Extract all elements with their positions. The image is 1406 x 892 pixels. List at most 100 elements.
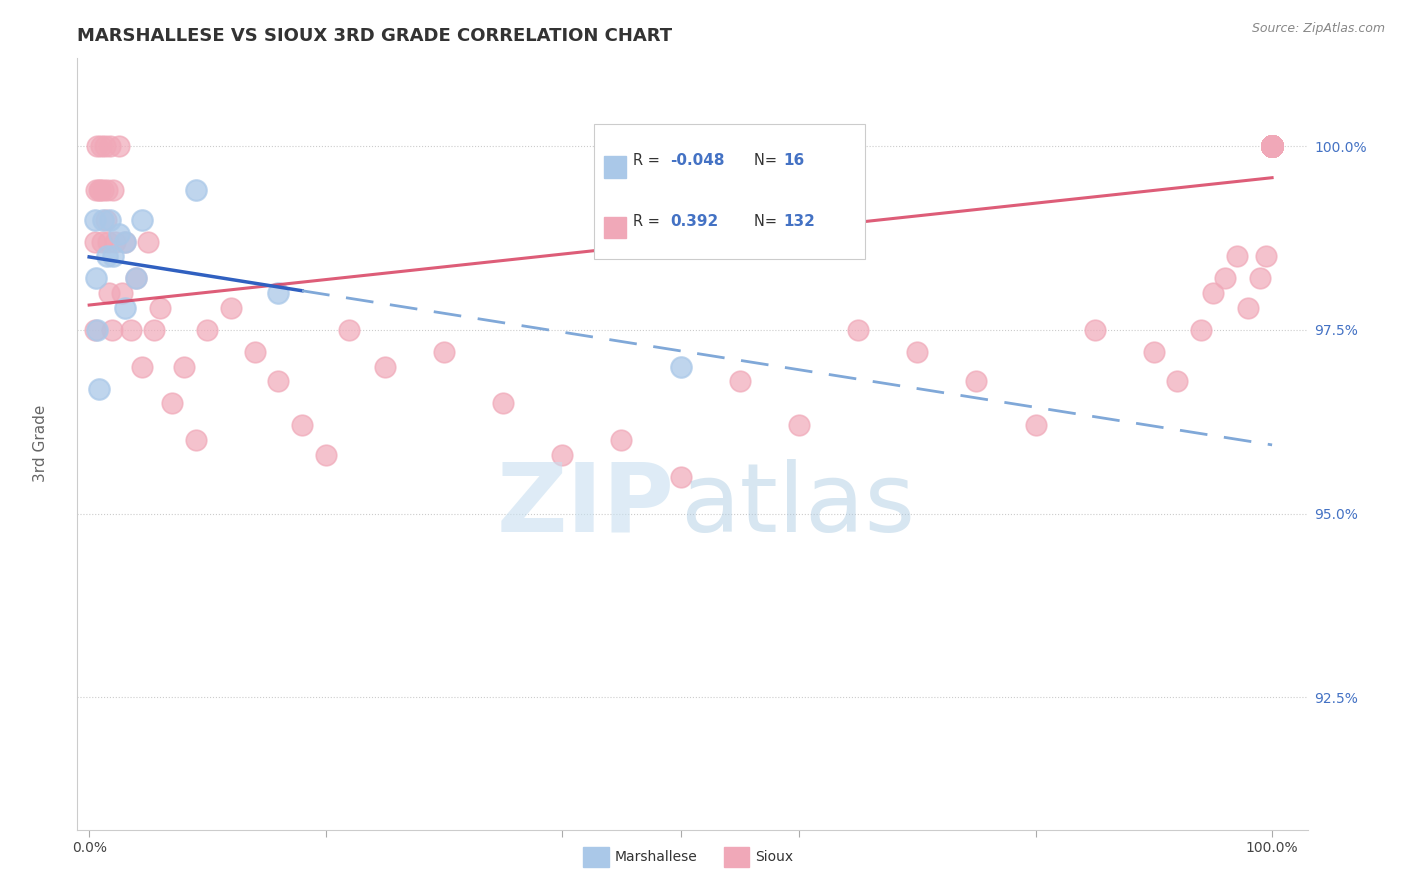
Text: atlas: atlas bbox=[681, 459, 915, 552]
Point bbox=[96, 249, 118, 263]
Point bbox=[1249, 271, 1271, 285]
Point bbox=[1261, 139, 1284, 153]
Point bbox=[100, 139, 122, 153]
Point bbox=[1261, 139, 1284, 153]
Point bbox=[1261, 139, 1284, 153]
Point bbox=[1261, 139, 1284, 153]
Point bbox=[114, 235, 136, 249]
Point bbox=[107, 139, 129, 153]
Point bbox=[551, 448, 574, 462]
Point bbox=[1261, 139, 1284, 153]
Text: 0.392: 0.392 bbox=[671, 214, 718, 229]
Point bbox=[219, 301, 242, 315]
Text: MARSHALLESE VS SIOUX 3RD GRADE CORRELATION CHART: MARSHALLESE VS SIOUX 3RD GRADE CORRELATI… bbox=[77, 28, 672, 45]
Point bbox=[197, 323, 219, 337]
Point bbox=[1261, 139, 1284, 153]
Text: -0.048: -0.048 bbox=[671, 153, 725, 168]
Point bbox=[1261, 139, 1284, 153]
Text: Sioux: Sioux bbox=[755, 850, 793, 864]
Point bbox=[1261, 139, 1284, 153]
Point bbox=[728, 374, 751, 388]
Point bbox=[97, 235, 120, 249]
Point bbox=[1261, 139, 1284, 153]
Point bbox=[1261, 139, 1284, 153]
Point bbox=[1189, 323, 1212, 337]
Point bbox=[1261, 139, 1284, 153]
FancyBboxPatch shape bbox=[595, 124, 865, 259]
Point bbox=[610, 433, 633, 447]
Point bbox=[1261, 139, 1284, 153]
Point bbox=[1261, 139, 1284, 153]
Point bbox=[86, 323, 108, 337]
Point bbox=[104, 235, 127, 249]
Point bbox=[1261, 139, 1284, 153]
Point bbox=[1261, 139, 1284, 153]
Point bbox=[1261, 139, 1284, 153]
Point bbox=[1261, 139, 1284, 153]
Point bbox=[1261, 139, 1284, 153]
Point bbox=[131, 359, 153, 374]
Point bbox=[84, 271, 107, 285]
Point bbox=[1261, 139, 1284, 153]
Point bbox=[1261, 139, 1284, 153]
Point bbox=[89, 183, 111, 197]
Point bbox=[1261, 139, 1284, 153]
Point bbox=[1261, 139, 1284, 153]
Point bbox=[84, 323, 107, 337]
Text: Source: ZipAtlas.com: Source: ZipAtlas.com bbox=[1251, 22, 1385, 36]
Point bbox=[669, 359, 692, 374]
Point bbox=[1261, 139, 1284, 153]
Point bbox=[1261, 139, 1284, 153]
Point bbox=[1261, 139, 1284, 153]
Point bbox=[1261, 139, 1284, 153]
Point bbox=[93, 212, 115, 227]
Point bbox=[905, 345, 928, 359]
Point bbox=[120, 323, 142, 337]
Point bbox=[1084, 323, 1107, 337]
Point bbox=[125, 271, 148, 285]
Point bbox=[1261, 139, 1284, 153]
Point bbox=[1261, 139, 1284, 153]
Point bbox=[143, 323, 166, 337]
Point bbox=[125, 271, 148, 285]
Point bbox=[1261, 139, 1284, 153]
Point bbox=[243, 345, 266, 359]
Text: R =: R = bbox=[634, 153, 665, 168]
Point bbox=[94, 212, 117, 227]
Point bbox=[1261, 139, 1284, 153]
Point bbox=[98, 286, 121, 301]
Point bbox=[1261, 139, 1284, 153]
Text: N=: N= bbox=[754, 153, 782, 168]
Point bbox=[1261, 139, 1284, 153]
Point bbox=[184, 183, 207, 197]
Point bbox=[492, 396, 515, 410]
Point bbox=[267, 286, 290, 301]
Point bbox=[1261, 139, 1284, 153]
Point bbox=[1261, 139, 1284, 153]
Point bbox=[1261, 139, 1284, 153]
Point bbox=[149, 301, 172, 315]
Point bbox=[1261, 139, 1284, 153]
Point bbox=[1261, 139, 1284, 153]
Point bbox=[100, 212, 122, 227]
Point bbox=[1261, 139, 1284, 153]
Text: N=: N= bbox=[754, 214, 782, 229]
Point bbox=[84, 183, 107, 197]
Point bbox=[291, 418, 314, 433]
Point bbox=[107, 227, 129, 242]
Point bbox=[965, 374, 987, 388]
Point bbox=[1261, 139, 1284, 153]
Point bbox=[114, 235, 136, 249]
Point bbox=[184, 433, 207, 447]
Point bbox=[1261, 139, 1284, 153]
Point bbox=[1261, 139, 1284, 153]
Point bbox=[91, 235, 114, 249]
Point bbox=[374, 359, 396, 374]
Point bbox=[1261, 139, 1284, 153]
Point bbox=[90, 139, 112, 153]
Point bbox=[1261, 139, 1284, 153]
Point bbox=[1166, 374, 1188, 388]
Point bbox=[101, 183, 124, 197]
Point bbox=[1261, 139, 1284, 153]
Bar bbox=[605, 156, 626, 178]
